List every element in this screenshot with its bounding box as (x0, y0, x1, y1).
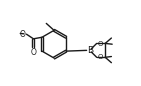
Text: B: B (87, 46, 93, 55)
Text: O: O (97, 53, 103, 60)
Text: O: O (20, 30, 26, 39)
Text: O: O (97, 41, 103, 47)
Text: O: O (30, 48, 36, 57)
